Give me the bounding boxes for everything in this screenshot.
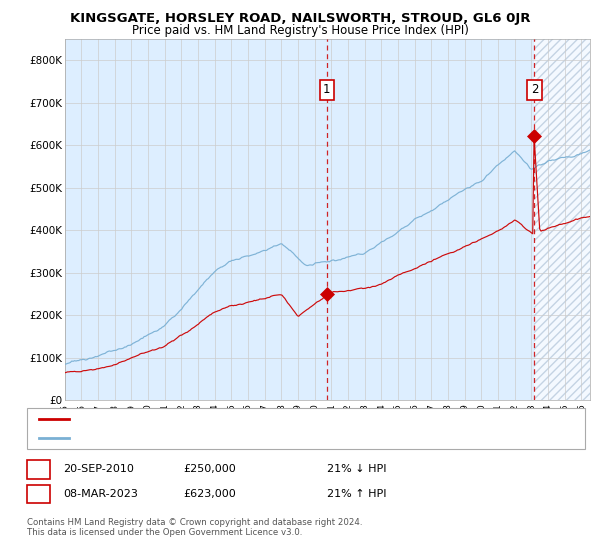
Text: 20-SEP-2010: 20-SEP-2010	[63, 464, 134, 474]
Text: £250,000: £250,000	[183, 464, 236, 474]
Bar	[535, 39, 590, 400]
Text: Contains HM Land Registry data © Crown copyright and database right 2024.: Contains HM Land Registry data © Crown c…	[27, 517, 362, 527]
Text: This data is licensed under the Open Government Licence v3.0.: This data is licensed under the Open Gov…	[27, 529, 302, 538]
Text: 2: 2	[531, 83, 538, 96]
Text: £623,000: £623,000	[183, 489, 236, 499]
Text: 21% ↑ HPI: 21% ↑ HPI	[327, 489, 386, 499]
Text: 1: 1	[35, 464, 42, 474]
Text: KINGSGATE, HORSLEY ROAD, NAILSWORTH, STROUD, GL6 0JR (detached house): KINGSGATE, HORSLEY ROAD, NAILSWORTH, STR…	[73, 414, 465, 424]
Text: KINGSGATE, HORSLEY ROAD, NAILSWORTH, STROUD, GL6 0JR: KINGSGATE, HORSLEY ROAD, NAILSWORTH, STR…	[70, 12, 530, 25]
Text: 08-MAR-2023: 08-MAR-2023	[63, 489, 138, 499]
Text: 1: 1	[323, 83, 331, 96]
Text: Price paid vs. HM Land Registry's House Price Index (HPI): Price paid vs. HM Land Registry's House …	[131, 24, 469, 36]
Text: HPI: Average price, detached house, Stroud: HPI: Average price, detached house, Stro…	[73, 433, 286, 443]
Text: 21% ↓ HPI: 21% ↓ HPI	[327, 464, 386, 474]
Text: 2: 2	[35, 489, 42, 499]
